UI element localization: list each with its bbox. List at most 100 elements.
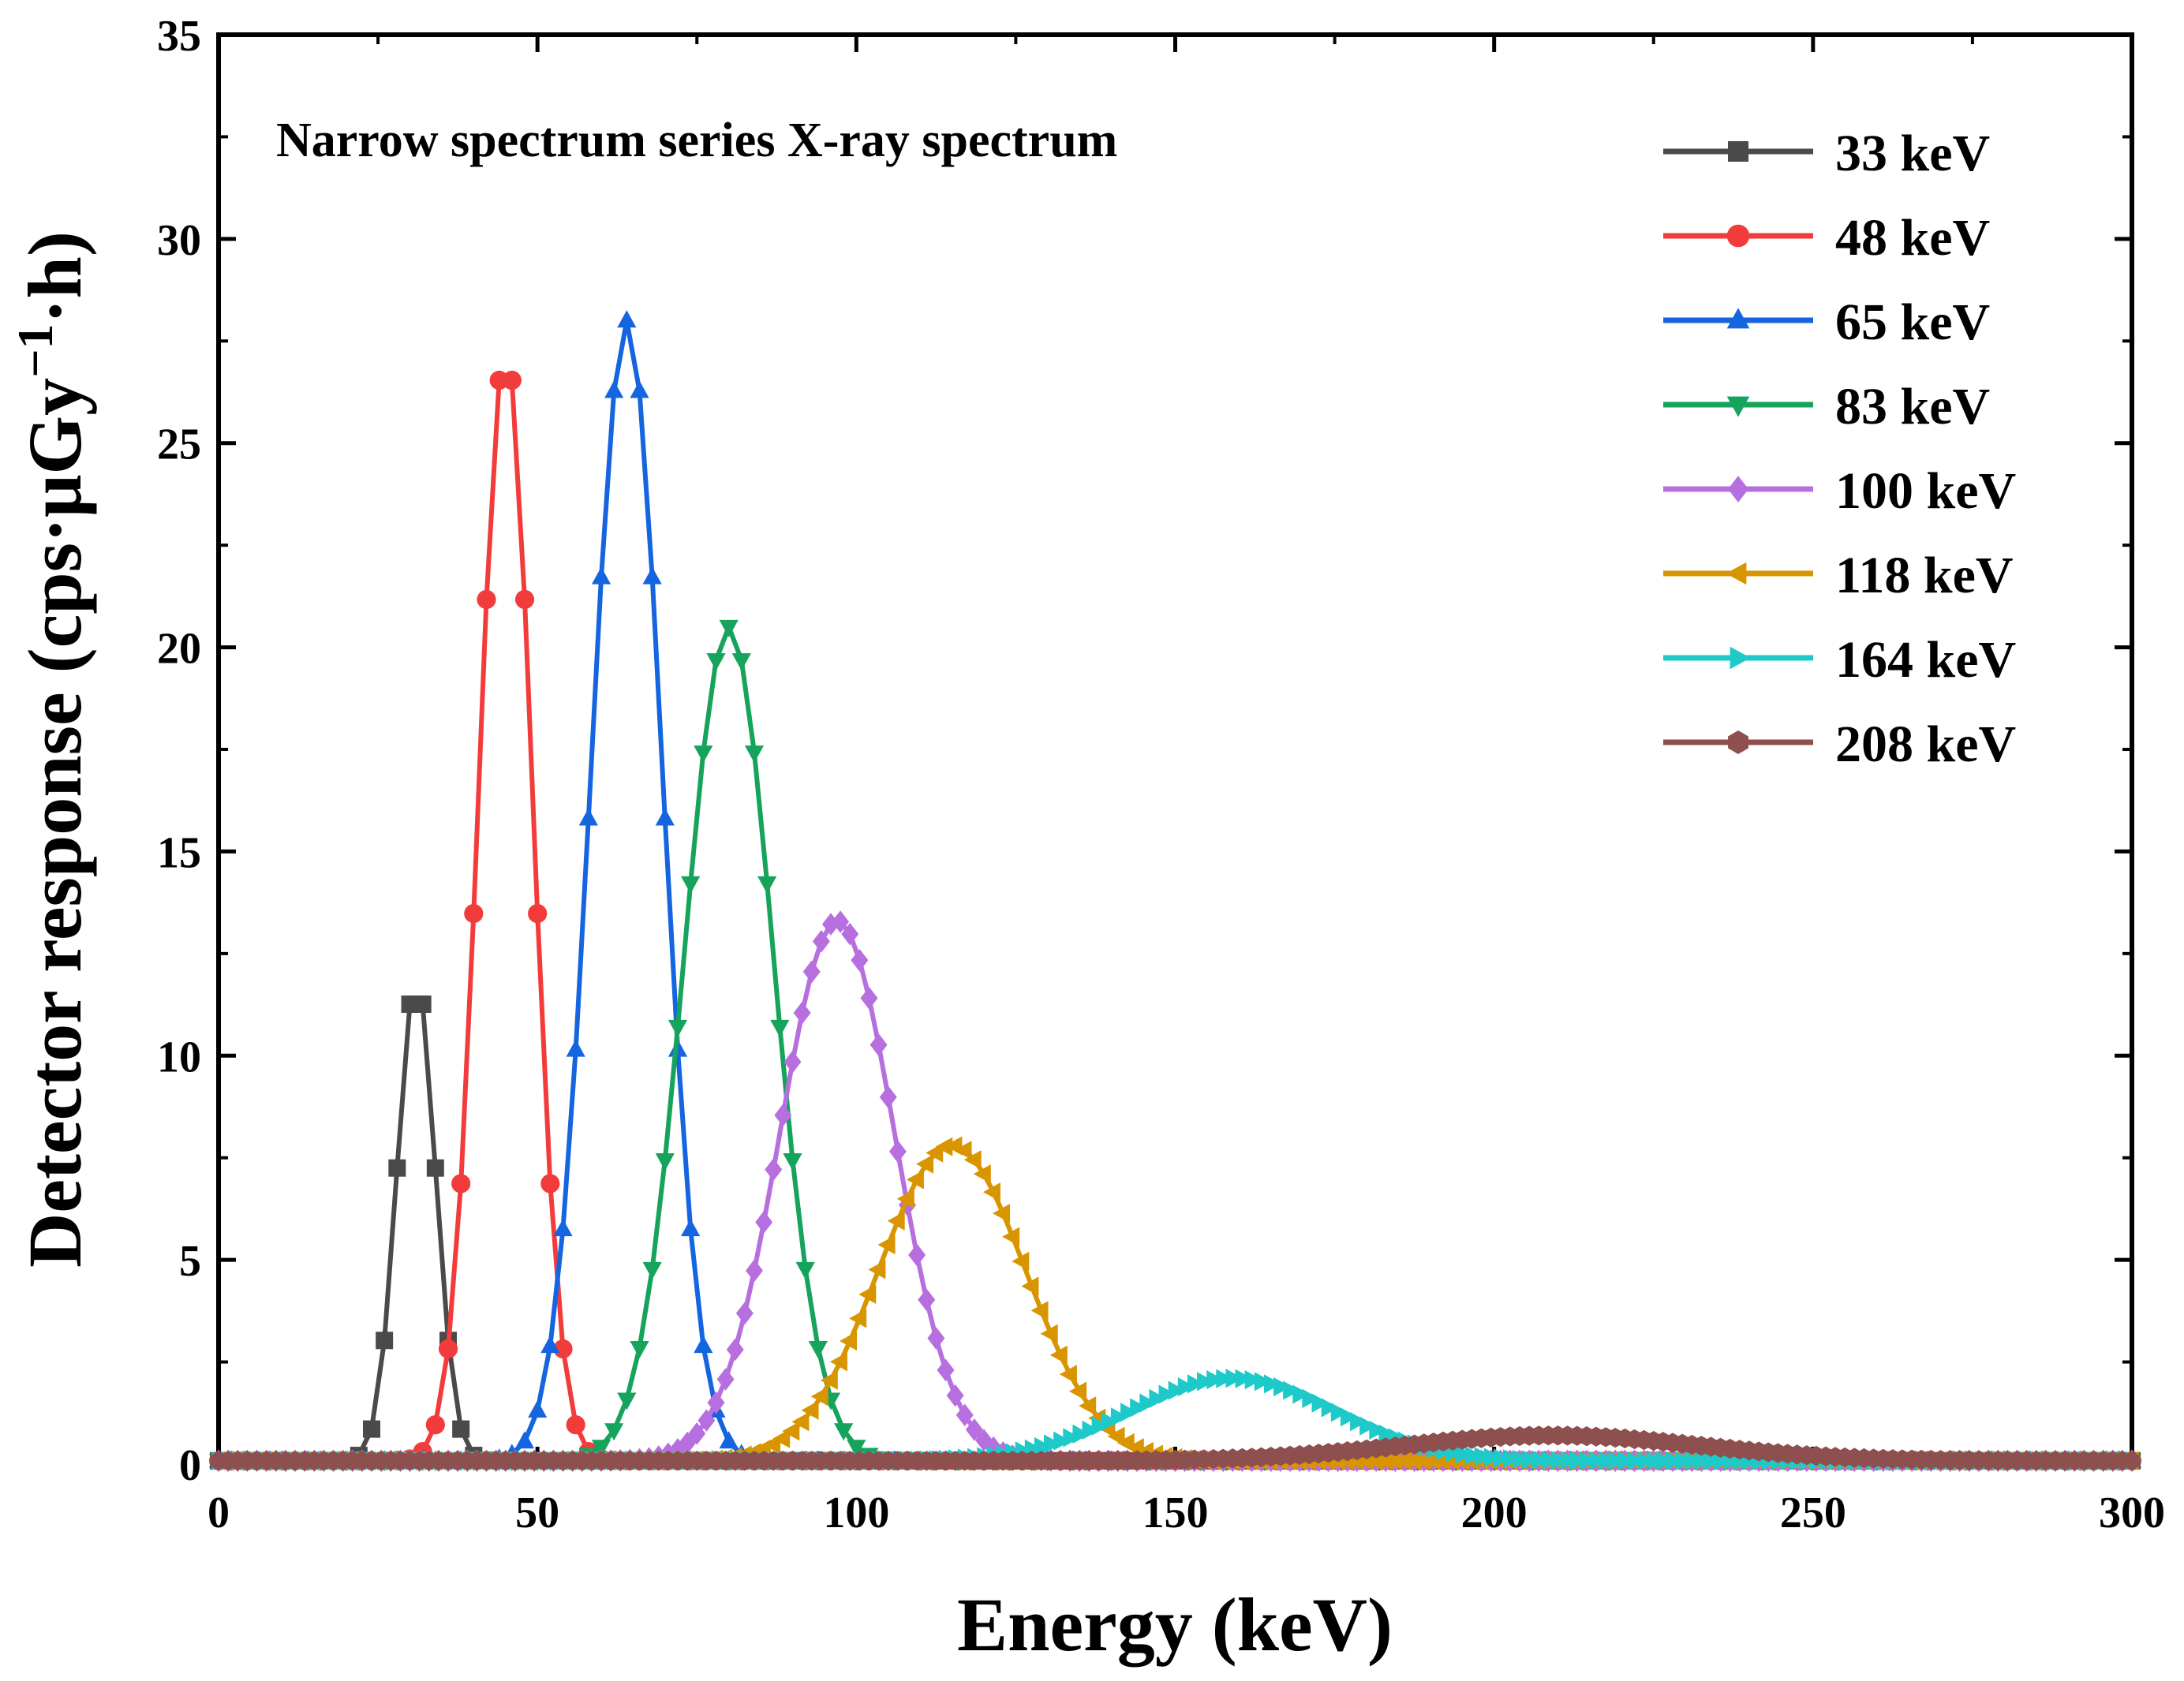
data-point [1404, 1451, 1422, 1470]
data-point [642, 1261, 662, 1279]
series-33-kev [210, 995, 2141, 1470]
data-point [1235, 1369, 1253, 1388]
data-point [849, 1309, 867, 1328]
data-point [820, 1370, 838, 1390]
data-point [1158, 1384, 1176, 1404]
data-point [451, 1174, 471, 1194]
data-point [726, 1338, 744, 1362]
data-point [1703, 1451, 1722, 1470]
data-point [1627, 1451, 1645, 1470]
data-point [1522, 1450, 1540, 1470]
data-point [477, 589, 496, 610]
data-point [1321, 1398, 1339, 1418]
data-point [425, 1415, 445, 1435]
data-point [1369, 1420, 1387, 1440]
data-point [1002, 1227, 1020, 1246]
data-point [1021, 1276, 1039, 1296]
data-point [528, 1400, 548, 1418]
y-tick-label: 15 [157, 828, 201, 877]
data-point [528, 903, 548, 924]
data-point [963, 1150, 982, 1170]
data-point [1130, 1398, 1148, 1418]
legend-swatch-marker [1726, 308, 1750, 329]
data-point [935, 1137, 953, 1156]
data-point [707, 1391, 725, 1414]
data-point [604, 380, 624, 398]
legend-item: 33 keV [1663, 125, 1990, 182]
data-point [1254, 1372, 1272, 1391]
data-point [1197, 1372, 1215, 1391]
data-point [770, 1019, 790, 1037]
data-point [1589, 1451, 1607, 1470]
series-118-kev [208, 1136, 2139, 1470]
data-point [514, 589, 535, 610]
data-point [1375, 1451, 1393, 1470]
data-point [1513, 1449, 1531, 1469]
data-point [1030, 1301, 1049, 1321]
data-point [1531, 1450, 1550, 1470]
data-point [982, 1182, 1000, 1202]
data-point [1675, 1451, 1693, 1470]
data-point [832, 910, 850, 933]
data-point [1385, 1451, 1403, 1470]
data-point [887, 1211, 905, 1231]
data-point [1283, 1380, 1301, 1400]
data-point [553, 1219, 573, 1237]
data-point [1044, 1434, 1062, 1454]
x-axis-title: Energy (keV) [957, 1582, 1393, 1667]
data-point [965, 1418, 983, 1441]
data-point [630, 1340, 649, 1358]
data-point [908, 1243, 926, 1267]
x-tick-label: 0 [208, 1489, 230, 1537]
data-point [514, 1431, 535, 1449]
data-point [681, 1219, 701, 1237]
data-point [376, 1332, 394, 1350]
data-point [1168, 1380, 1186, 1400]
y-tick-label: 5 [179, 1237, 201, 1286]
data-point [1340, 1407, 1358, 1427]
data-point [1120, 1403, 1139, 1422]
legend-item: 48 keV [1663, 209, 1990, 267]
data-point [1072, 1424, 1090, 1444]
data-point [719, 619, 739, 637]
data-point [1378, 1424, 1397, 1444]
data-point [1149, 1388, 1167, 1409]
data-point [1666, 1451, 1684, 1470]
data-point [1432, 1451, 1450, 1470]
data-point [566, 1039, 585, 1057]
data-point [1216, 1369, 1234, 1388]
data-point [363, 1420, 380, 1438]
data-point [735, 1302, 754, 1325]
data-point [719, 1431, 739, 1449]
data-point [783, 1050, 802, 1074]
data-point [1350, 1411, 1368, 1432]
data-point [1694, 1451, 1712, 1470]
data-point [438, 1339, 458, 1359]
legend-item: 65 keV [1663, 293, 1990, 351]
data-point [1560, 1451, 1578, 1470]
data-point [604, 1423, 624, 1441]
legend-swatch-marker [1730, 646, 1751, 670]
data-point [1244, 1370, 1262, 1390]
data-point [888, 1140, 907, 1164]
data-point [1394, 1451, 1412, 1470]
legend-swatch-marker [1726, 224, 1750, 248]
x-tick-label: 300 [2099, 1489, 2165, 1537]
data-point [1177, 1377, 1195, 1397]
data-point [783, 1153, 802, 1171]
data-point [1311, 1393, 1329, 1413]
data-point [1053, 1431, 1071, 1451]
data-point [1359, 1416, 1378, 1436]
data-point [1082, 1420, 1100, 1440]
data-point [877, 1235, 896, 1255]
y-axis-title-tail: ·h) [13, 231, 97, 323]
data-point [793, 1001, 811, 1025]
data-point [1483, 1448, 1502, 1467]
legend-label: 164 keV [1835, 631, 2016, 689]
data-point [774, 1104, 792, 1126]
x-tick-label: 50 [515, 1489, 559, 1537]
data-point [1636, 1451, 1655, 1470]
data-point [1034, 1436, 1052, 1456]
y-axis-title: Detector response (cps·μGy−1·h) [7, 231, 97, 1268]
